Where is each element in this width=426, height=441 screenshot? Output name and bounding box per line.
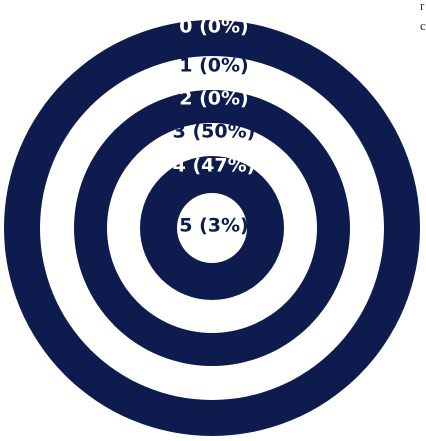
ring-label: 5 (3%) xyxy=(179,215,248,237)
ring-label: 0 (0%) xyxy=(179,16,248,38)
ring-5 xyxy=(177,193,247,263)
edge-text: c xyxy=(420,18,426,33)
ring-label: 2 (0%) xyxy=(179,88,248,110)
ring-label: 1 (0%) xyxy=(179,55,248,77)
edge-text: r xyxy=(420,0,425,13)
ring-label: 3 (50%) xyxy=(173,121,256,143)
ring-label: 4 (47%) xyxy=(173,155,256,177)
